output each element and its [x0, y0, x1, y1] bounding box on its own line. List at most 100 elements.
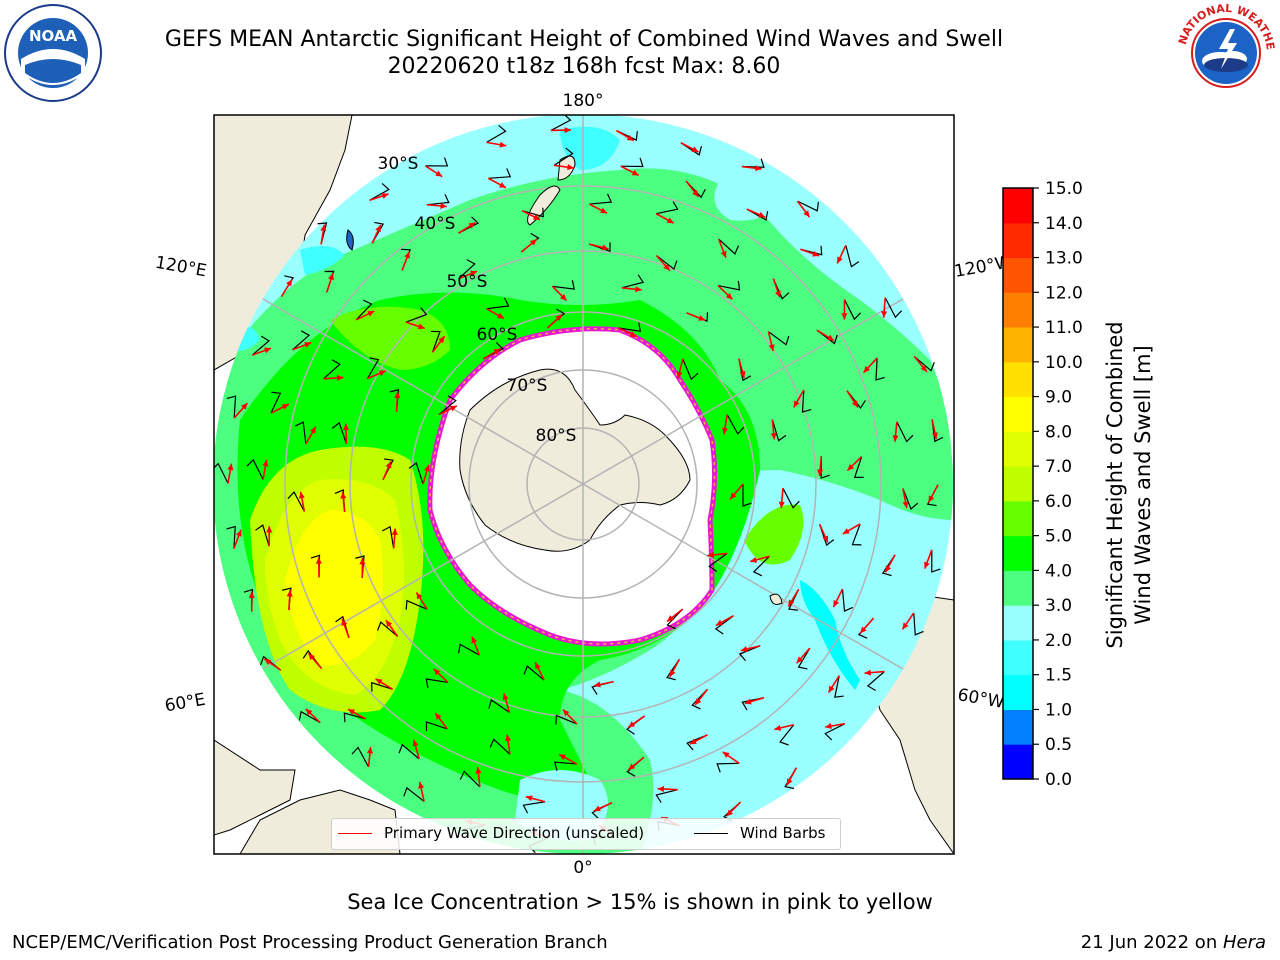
wave-arrow-head	[375, 225, 381, 233]
wave-arrow-head	[315, 557, 322, 564]
wave-arrow-head	[827, 334, 834, 341]
wind-barb	[331, 421, 347, 444]
wind-barb	[457, 643, 480, 656]
wind-barb	[381, 525, 395, 549]
colorbar-tick-label: 1.0	[1045, 700, 1072, 720]
wave-arrow-head	[435, 170, 443, 177]
wave-arrow-head	[240, 403, 248, 410]
lon-label-0: 0°	[573, 858, 592, 878]
wave-arrow-head	[286, 590, 293, 597]
wave-arrow-head	[264, 347, 272, 354]
wind-barb	[355, 299, 373, 321]
wind-barb	[214, 462, 229, 484]
wind-barb	[489, 738, 511, 755]
wind-barb	[550, 115, 572, 131]
colorbar-label-line1: Significant Height of Combined	[1103, 321, 1127, 648]
wave-arrow-head	[310, 426, 316, 434]
colorbar-segment	[1003, 709, 1033, 745]
wind-barb	[655, 789, 678, 803]
wind-barb	[618, 322, 642, 333]
wave-arrow-head	[863, 365, 871, 373]
colorbar-tick-label: 1.5	[1045, 666, 1072, 686]
colorbar-tick-label: 15.0	[1045, 179, 1083, 199]
wind-barb	[403, 786, 425, 802]
wave-arrow-head	[438, 336, 445, 344]
colorbar-segment	[1003, 639, 1033, 676]
wave-arrow-head	[499, 141, 507, 148]
wave-arrow-head	[412, 739, 419, 747]
colorbar-segment	[1003, 674, 1033, 710]
wind-barb	[656, 255, 678, 271]
colorbar-tick-label: 6.0	[1045, 492, 1072, 512]
wave-arrow-head	[435, 712, 442, 720]
wave-arrow-head	[367, 311, 375, 317]
wave-arrow-head	[417, 323, 425, 330]
legend-item-wave-direction: Primary Wave Direction (unscaled)	[338, 824, 644, 842]
wind-barb	[270, 391, 282, 414]
legend-label-barb: Wind Barbs	[740, 824, 826, 842]
wind-barb	[371, 681, 393, 692]
wind-barb	[294, 421, 307, 445]
wave-arrow-head	[341, 619, 348, 627]
wind-barb	[866, 671, 885, 691]
wind-barb	[620, 157, 644, 168]
wave-arrow-head	[635, 286, 642, 293]
wind-barb	[246, 458, 264, 480]
wave-arrow-head	[725, 292, 733, 300]
wind-barb	[682, 358, 699, 381]
wind-barb	[797, 647, 811, 670]
colorbar-segment	[1003, 466, 1033, 502]
wave-arrow-head	[394, 391, 401, 399]
wave-arrow-head	[851, 400, 858, 408]
lon-label-60e: 60°E	[163, 690, 207, 717]
wind-barb	[458, 259, 476, 280]
chart-title: GEFS MEAN Antarctic Significant Height o…	[164, 27, 1004, 52]
wave-arrow-head	[497, 312, 505, 319]
wind-barb	[425, 678, 449, 688]
wave-arrow-head	[628, 763, 636, 770]
wave-arrow-head	[342, 423, 350, 431]
wave-arrow-head	[449, 405, 457, 412]
wave-arrow-head	[378, 370, 386, 377]
legend-swatch-barb	[694, 832, 728, 834]
wind-barb	[351, 746, 370, 768]
wave-arrow-head	[562, 709, 570, 717]
wave-arrow-head	[721, 427, 728, 435]
wind-barb	[779, 724, 795, 746]
wind-barb	[771, 419, 787, 442]
wave-arrow-head	[788, 599, 795, 607]
colorbar-segment	[1003, 396, 1033, 432]
wave-arrow-head	[707, 551, 714, 558]
wave-arrow-head	[657, 785, 665, 793]
lat-label-80s: 80°S	[536, 426, 577, 446]
wind-barb	[834, 675, 844, 698]
wind-barb	[726, 414, 745, 435]
chart-subtitle: 20220620 t18z 168h fcst Max: 8.60	[387, 54, 781, 79]
wave-arrow-head	[755, 165, 762, 172]
legend-item-wind-barbs: Wind Barbs	[694, 824, 825, 842]
wave-arrow-head	[248, 591, 255, 598]
lat-label-40s: 40°S	[415, 214, 456, 234]
wave-arrow-head	[262, 459, 269, 467]
wind-barb	[845, 245, 860, 268]
wave-arrow-head	[559, 293, 567, 301]
wave-arrow-head	[730, 492, 737, 500]
wave-arrow-head	[924, 561, 930, 569]
wave-arrow-head	[493, 348, 501, 355]
wind-barb	[488, 698, 510, 713]
wave-arrow-head	[366, 746, 373, 754]
wave-arrow-head	[535, 662, 541, 670]
wind-barb	[226, 525, 236, 549]
colorbar-segment	[1003, 744, 1033, 780]
wind-barb	[523, 665, 545, 681]
wave-arrow-head	[825, 723, 832, 730]
wind-barb	[553, 147, 574, 166]
wave-arrow-head	[328, 273, 334, 281]
colorbar-frame	[1002, 187, 1034, 780]
colorbar-segment	[1003, 500, 1033, 537]
wind-barb	[902, 488, 919, 510]
wave-arrow-head	[842, 528, 850, 534]
wave-arrow-head	[594, 681, 601, 688]
colorbar-segment	[1003, 361, 1033, 398]
